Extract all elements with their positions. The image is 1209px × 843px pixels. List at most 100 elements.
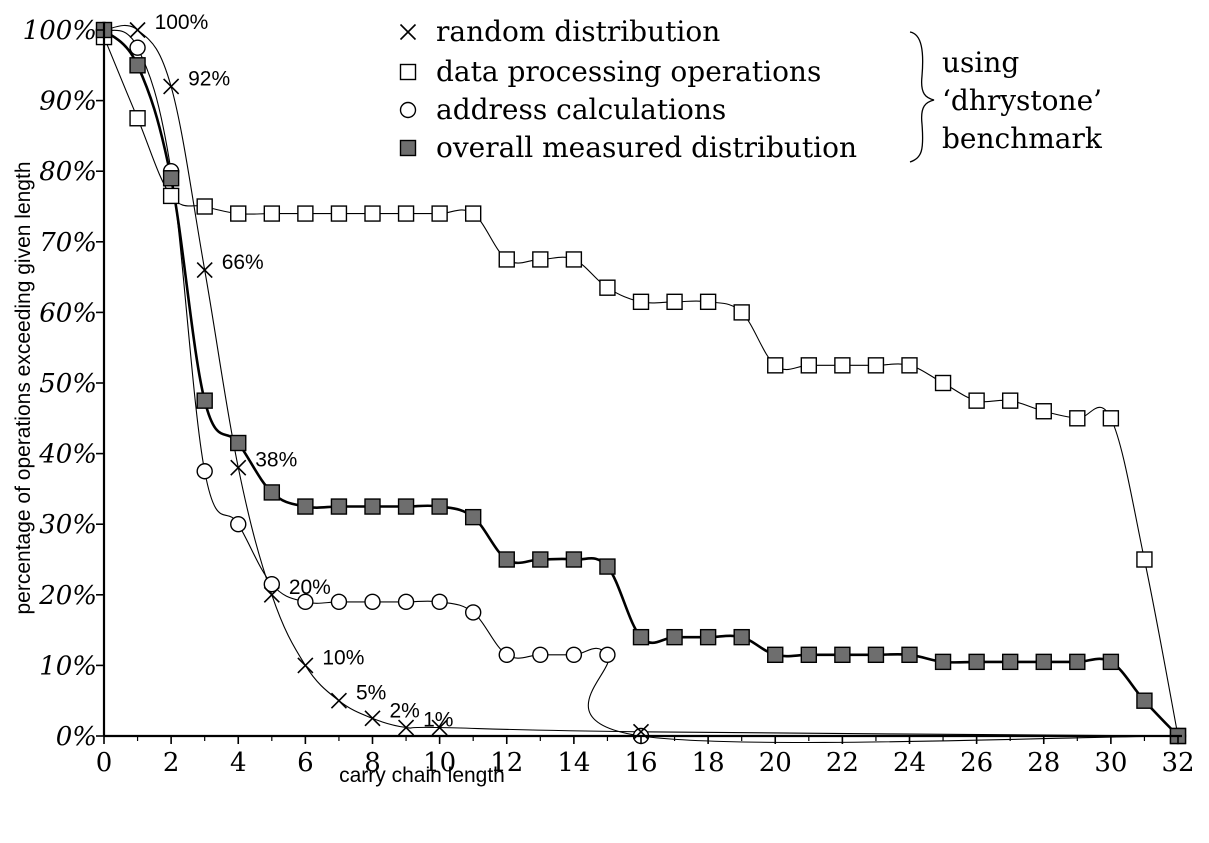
data-point <box>464 604 482 621</box>
legend-brace <box>909 31 935 163</box>
data-point <box>1136 692 1153 709</box>
y-tick-label: 60% <box>39 298 97 328</box>
data-point <box>129 110 146 127</box>
data-point <box>129 39 146 56</box>
x-tick-label: 22 <box>826 748 859 778</box>
data-point <box>1069 653 1086 671</box>
data-point <box>1001 653 1019 671</box>
brace-label: benchmark <box>942 122 1103 155</box>
data-point <box>599 279 616 296</box>
series-line-3 <box>103 29 1179 737</box>
x-tick-label: 16 <box>624 748 657 778</box>
data-point <box>163 78 180 95</box>
data-point <box>800 357 818 374</box>
data-point <box>1136 551 1153 568</box>
x-tick-label: 4 <box>230 748 247 778</box>
data-point <box>599 558 616 575</box>
data-point <box>666 293 683 311</box>
data-point <box>196 463 213 480</box>
x-tick-label: 32 <box>1161 748 1194 778</box>
data-point <box>196 198 213 215</box>
data-point <box>968 653 985 671</box>
legend-marker <box>399 101 417 119</box>
data-label: 100% <box>155 11 209 34</box>
data-point <box>901 646 918 664</box>
data-point <box>565 551 583 568</box>
data-point <box>532 551 549 568</box>
data-point <box>129 21 146 39</box>
data-point <box>867 646 885 664</box>
data-point <box>532 646 549 664</box>
x-tick-label: 14 <box>557 748 590 778</box>
data-point <box>464 508 482 526</box>
data-point <box>699 628 717 646</box>
data-point <box>934 653 952 671</box>
data-point <box>397 719 415 736</box>
marker-layer <box>95 21 1187 745</box>
legend-marker <box>399 139 417 157</box>
data-point <box>196 261 213 279</box>
data-point <box>733 304 750 321</box>
data-point <box>498 551 515 568</box>
legend-marker <box>399 63 417 81</box>
legend: random distribution data processing opera… <box>399 15 1103 164</box>
data-point <box>364 593 381 611</box>
data-point <box>263 484 281 501</box>
data-point <box>431 719 448 736</box>
legend-marker <box>399 23 417 41</box>
data-point <box>196 392 213 409</box>
brace-label: using <box>942 46 1019 79</box>
data-point <box>397 498 415 515</box>
data-point <box>968 392 985 409</box>
data-point <box>162 187 180 205</box>
data-label: 10% <box>322 646 364 669</box>
x-tick-label: 2 <box>163 748 180 778</box>
x-tick-label: 30 <box>1094 748 1127 778</box>
y-tick-label: 30% <box>39 510 97 540</box>
x-tick-label: 12 <box>490 748 523 778</box>
data-point <box>297 205 314 222</box>
x-tick-label: 10 <box>423 748 456 778</box>
data-point <box>1035 653 1052 671</box>
data-point <box>498 646 515 664</box>
y-tick-label: 0% <box>56 722 97 752</box>
data-point <box>632 628 650 646</box>
data-point <box>162 170 180 187</box>
axes-layer: 0 2 4 6 8 10 12 14 16 18 20 22 24 26 28 30 320%10%20%30%… <box>23 16 1195 778</box>
data-point <box>834 357 851 374</box>
data-point <box>230 205 247 222</box>
data-point <box>431 205 448 222</box>
x-tick-label: 28 <box>1027 748 1060 778</box>
x-tick-label: 24 <box>893 748 926 778</box>
data-point <box>901 357 918 374</box>
data-point <box>800 646 818 664</box>
data-label: 1% <box>423 709 453 732</box>
data-label: 20% <box>289 576 331 599</box>
data-point <box>632 293 650 311</box>
x-tick-label: 20 <box>759 748 792 778</box>
x-axis-title: carry chain length <box>339 764 505 787</box>
data-point <box>330 692 348 709</box>
brace-label: ‘dhrystone’ <box>942 84 1102 117</box>
data-point <box>767 646 784 664</box>
data-point <box>263 205 281 222</box>
x-tick-label: 18 <box>692 748 725 778</box>
legend-label: address calculations <box>436 93 726 126</box>
data-point <box>230 516 247 533</box>
data-point <box>565 646 583 664</box>
legend-label: overall measured distribution <box>436 131 857 164</box>
data-point <box>263 576 281 593</box>
data-point <box>666 628 683 646</box>
y-tick-label: 70% <box>39 228 97 258</box>
x-tick-label: 6 <box>297 748 314 778</box>
data-point <box>263 586 280 603</box>
x-tick-label: 26 <box>960 748 993 778</box>
data-point <box>431 498 448 515</box>
data-point <box>867 357 885 374</box>
data-point <box>431 593 448 611</box>
y-tick-label: 90% <box>39 87 97 117</box>
data-label: 2% <box>390 699 420 722</box>
data-point <box>129 57 146 74</box>
data-point <box>330 205 348 222</box>
